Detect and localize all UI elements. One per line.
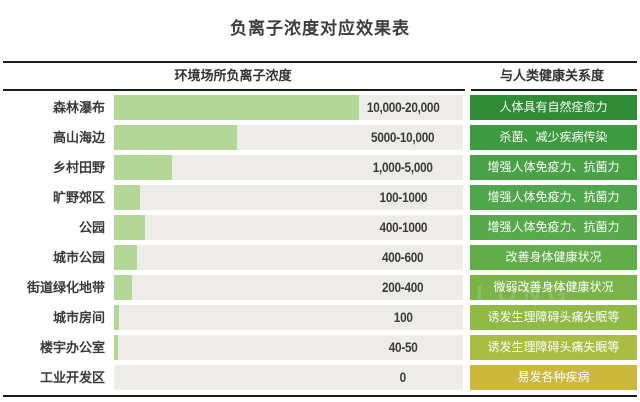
concentration-value: 400-1000 [379, 219, 427, 235]
health-effect-cell: 增强人体免疫力、抗菌力 [470, 155, 637, 180]
location-label: 城市公园 [52, 250, 105, 265]
concentration-value: 0 [399, 369, 407, 385]
concentration-bar-track [114, 215, 463, 240]
health-effect-cell: 微弱改善身体健康状况 [470, 275, 637, 300]
header-top-rule [3, 61, 637, 63]
header-bottom-rule-left [3, 89, 465, 91]
concentration-bar-track [114, 95, 463, 120]
concentration-bar [114, 95, 359, 120]
concentration-bar-track [114, 185, 463, 210]
concentration-bar [114, 275, 132, 300]
concentration-bar [114, 185, 140, 210]
table-row: 公园 400-1000 增强人体免疫力、抗菌力 [0, 215, 640, 240]
health-effect-cell: 易发各种疾病 [470, 365, 637, 390]
concentration-value: 400-600 [382, 249, 424, 265]
location-label: 乡村田野 [52, 160, 105, 175]
concentration-value: 10,000-20,000 [366, 99, 440, 115]
location-label: 高山海边 [52, 130, 105, 145]
concentration-bar [114, 155, 172, 180]
table-row: 街道绿化地带 200-400 微弱改善身体健康状况 [0, 275, 640, 300]
location-label: 街道绿化地带 [26, 280, 105, 295]
concentration-bar-track [114, 245, 463, 270]
concentration-bar-track [114, 155, 463, 180]
table-row: 楼宇办公室 40-50 诱发生理障碍头痛失眠等 [0, 335, 640, 360]
concentration-bar [114, 125, 237, 150]
table-bottom-rule [3, 395, 637, 397]
concentration-bar [114, 245, 137, 270]
concentration-bar-track [114, 335, 463, 360]
concentration-bar-track [114, 125, 463, 150]
page-title: 负离子浓度对应效果表 [230, 19, 410, 38]
health-effect-cell: 诱发生理障碍头痛失眠等 [470, 305, 637, 330]
health-effect-cell: 杀菌、减少疾病传染 [470, 125, 637, 150]
location-label: 森林瀑布 [52, 100, 105, 115]
table-rows: 森林瀑布 10,000-20,000 人体具有自然痊愈力 高山海边 5000-1… [0, 95, 640, 395]
table-row: 城市公园 400-600 改善身体健康状况 [0, 245, 640, 270]
table-row: 乡村田野 1,000-5,000 增强人体免疫力、抗菌力 [0, 155, 640, 180]
health-effect-cell: 人体具有自然痊愈力 [470, 95, 637, 120]
concentration-value: 1,000-5,000 [372, 159, 434, 175]
header-concentration-label: 环境场所负离子浓度 [174, 68, 292, 83]
concentration-bar-track [114, 275, 463, 300]
health-effect-cell: 增强人体免疫力、抗菌力 [470, 215, 637, 240]
concentration-bar [114, 305, 119, 330]
location-label: 楼宇办公室 [39, 340, 105, 355]
concentration-value: 40-50 [388, 339, 418, 355]
concentration-bar-track [114, 305, 463, 330]
concentration-value: 5000-10,000 [371, 129, 435, 145]
location-label: 工业开发区 [39, 370, 105, 385]
table-row: 森林瀑布 10,000-20,000 人体具有自然痊愈力 [0, 95, 640, 120]
concentration-bar-track [114, 365, 463, 390]
table-row: 高山海边 5000-10,000 杀菌、减少疾病传染 [0, 125, 640, 150]
concentration-value: 100 [393, 309, 413, 325]
concentration-value: 200-400 [382, 279, 424, 295]
health-effect-cell: 改善身体健康状况 [470, 245, 637, 270]
table-row: 旷野郊区 100-1000 增强人体免疫力、抗菌力 [0, 185, 640, 210]
concentration-value: 100-1000 [379, 189, 427, 205]
header-health-label: 与人类健康关系度 [499, 68, 604, 83]
health-effect-cell: 增强人体免疫力、抗菌力 [470, 185, 637, 210]
concentration-bar [114, 215, 145, 240]
location-label: 城市房间 [52, 310, 105, 325]
table-row: 工业开发区 0 易发各种疾病 [0, 365, 640, 390]
location-label: 公园 [78, 220, 105, 235]
table-row: 城市房间 100 诱发生理障碍头痛失眠等 [0, 305, 640, 330]
header-bottom-rule-right [471, 89, 637, 91]
concentration-bar [114, 335, 118, 360]
health-effect-cell: 诱发生理障碍头痛失眠等 [470, 335, 637, 360]
table-header: 环境场所负离子浓度 与人类健康关系度 [3, 61, 637, 91]
location-label: 旷野郊区 [52, 190, 105, 205]
